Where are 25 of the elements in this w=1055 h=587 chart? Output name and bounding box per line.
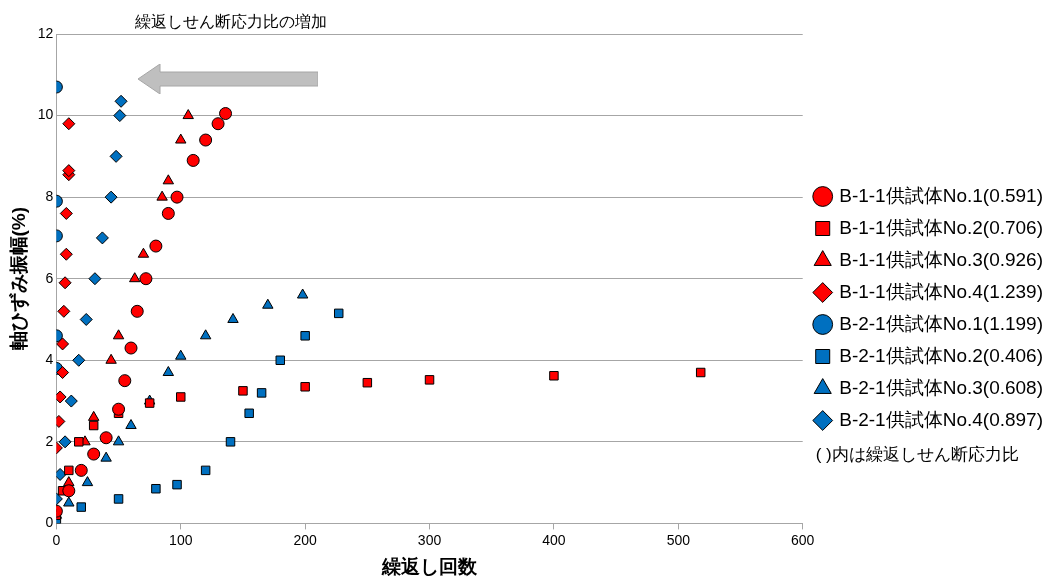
x-tick-label: 500 — [666, 531, 691, 548]
legend-label: B-1-1供試体No.1(0.591) — [839, 184, 1043, 206]
legend-label: B-2-1供試体No.4(0.897) — [839, 408, 1043, 430]
y-tick-label: 10 — [37, 106, 54, 123]
text: 繰返しせん断応力比の増加 — [134, 13, 327, 30]
y-axis-title: 軸ひずみ振幅(%) — [7, 206, 30, 351]
y-tick-label: 6 — [45, 269, 54, 286]
y-tick-label: 8 — [45, 187, 54, 204]
y-tick-label: 12 — [37, 24, 54, 41]
legend-label: B-2-1供試体No.3(0.608) — [839, 376, 1043, 398]
x-tick-label: 200 — [293, 531, 318, 548]
legend-label: B-1-1供試体No.4(1.239) — [839, 280, 1043, 302]
legend-label: B-2-1供試体No.1(1.199) — [839, 312, 1043, 334]
x-tick-label: 100 — [169, 531, 193, 548]
y-tick-label: 0 — [45, 514, 54, 531]
y-tick-label: 4 — [45, 351, 54, 368]
x-tick-label: 600 — [791, 531, 815, 548]
x-tick-label: 400 — [542, 531, 566, 548]
x-axis-title: 繰返し回数 — [381, 555, 479, 577]
legend-label: B-1-1供試体No.2(0.706) — [839, 216, 1043, 238]
x-tick-label: 300 — [417, 531, 442, 548]
legend-label: B-1-1供試体No.3(0.926) — [839, 248, 1043, 270]
y-tick-label: 2 — [45, 432, 54, 449]
text: ( )内は繰返しせん断応力比 — [815, 445, 1019, 464]
legend-label: B-2-1供試体No.2(0.406) — [839, 344, 1043, 366]
